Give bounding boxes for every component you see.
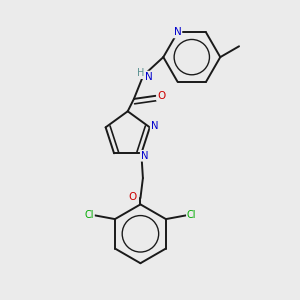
Text: N: N bbox=[151, 121, 158, 131]
Text: O: O bbox=[129, 192, 137, 202]
Text: Cl: Cl bbox=[85, 210, 94, 220]
Text: H: H bbox=[137, 68, 144, 78]
Text: O: O bbox=[157, 91, 165, 101]
Text: Cl: Cl bbox=[187, 210, 196, 220]
Text: N: N bbox=[174, 28, 182, 38]
Text: N: N bbox=[145, 72, 153, 82]
Text: N: N bbox=[141, 151, 148, 161]
